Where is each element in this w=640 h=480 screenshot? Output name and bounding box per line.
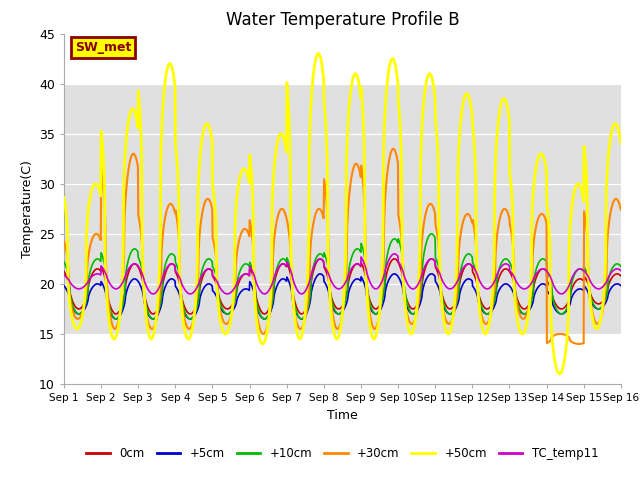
+5cm [298,316,305,322]
TC_temp11 [170,262,178,268]
+30cm [60,238,68,244]
+5cm [429,272,437,277]
TC_temp11 [390,251,398,257]
+10cm [552,304,559,310]
+50cm [617,141,625,146]
TC_temp11 [617,268,625,274]
TC_temp11 [502,261,510,267]
0cm [184,310,191,315]
+50cm [551,360,559,365]
Line: TC_temp11: TC_temp11 [64,254,621,294]
+5cm [552,307,559,312]
0cm [60,269,68,275]
+50cm [246,156,254,161]
+30cm [551,332,559,338]
+5cm [246,279,254,285]
TC_temp11 [246,264,254,270]
+10cm [170,253,178,259]
+10cm [429,232,437,238]
+10cm [298,316,305,322]
Legend: 0cm, +5cm, +10cm, +30cm, +50cm, TC_temp11: 0cm, +5cm, +10cm, +30cm, +50cm, TC_temp1… [82,443,603,465]
0cm [298,311,305,317]
+10cm [60,259,68,265]
0cm [552,301,559,307]
Line: +30cm: +30cm [64,149,621,344]
+50cm [170,77,178,83]
+10cm [502,256,510,262]
X-axis label: Time: Time [327,408,358,421]
TC_temp11 [552,286,559,292]
+5cm [60,283,68,289]
+50cm [502,98,509,104]
Line: +10cm: +10cm [64,234,621,319]
+10cm [246,260,254,266]
TC_temp11 [298,291,305,297]
+5cm [502,281,510,287]
+5cm [316,271,324,277]
+30cm [502,206,509,212]
TC_temp11 [60,272,68,278]
TC_temp11 [429,257,437,263]
+5cm [617,283,625,288]
+30cm [184,325,191,331]
0cm [502,266,510,272]
TC_temp11 [184,290,191,296]
0cm [316,256,324,262]
+10cm [617,264,625,269]
+30cm [617,207,625,213]
+30cm [246,219,254,225]
Line: +50cm: +50cm [64,54,621,374]
Title: Water Temperature Profile B: Water Temperature Profile B [225,11,460,29]
+30cm [390,146,397,152]
+5cm [170,277,178,283]
Y-axis label: Temperature(C): Temperature(C) [20,160,33,258]
+50cm [556,371,563,377]
+30cm [170,207,178,213]
0cm [429,257,437,263]
+30cm [429,204,437,210]
Text: SW_met: SW_met [75,41,131,54]
Line: 0cm: 0cm [64,259,621,314]
+30cm [575,341,583,347]
0cm [170,263,178,268]
+50cm [314,51,322,57]
0cm [246,265,254,271]
+10cm [184,315,191,321]
+10cm [428,231,435,237]
+50cm [429,80,437,86]
+50cm [60,195,68,201]
+50cm [184,336,191,342]
+5cm [184,315,191,321]
Line: +5cm: +5cm [64,274,621,319]
0cm [617,273,625,279]
Bar [64,84,621,334]
